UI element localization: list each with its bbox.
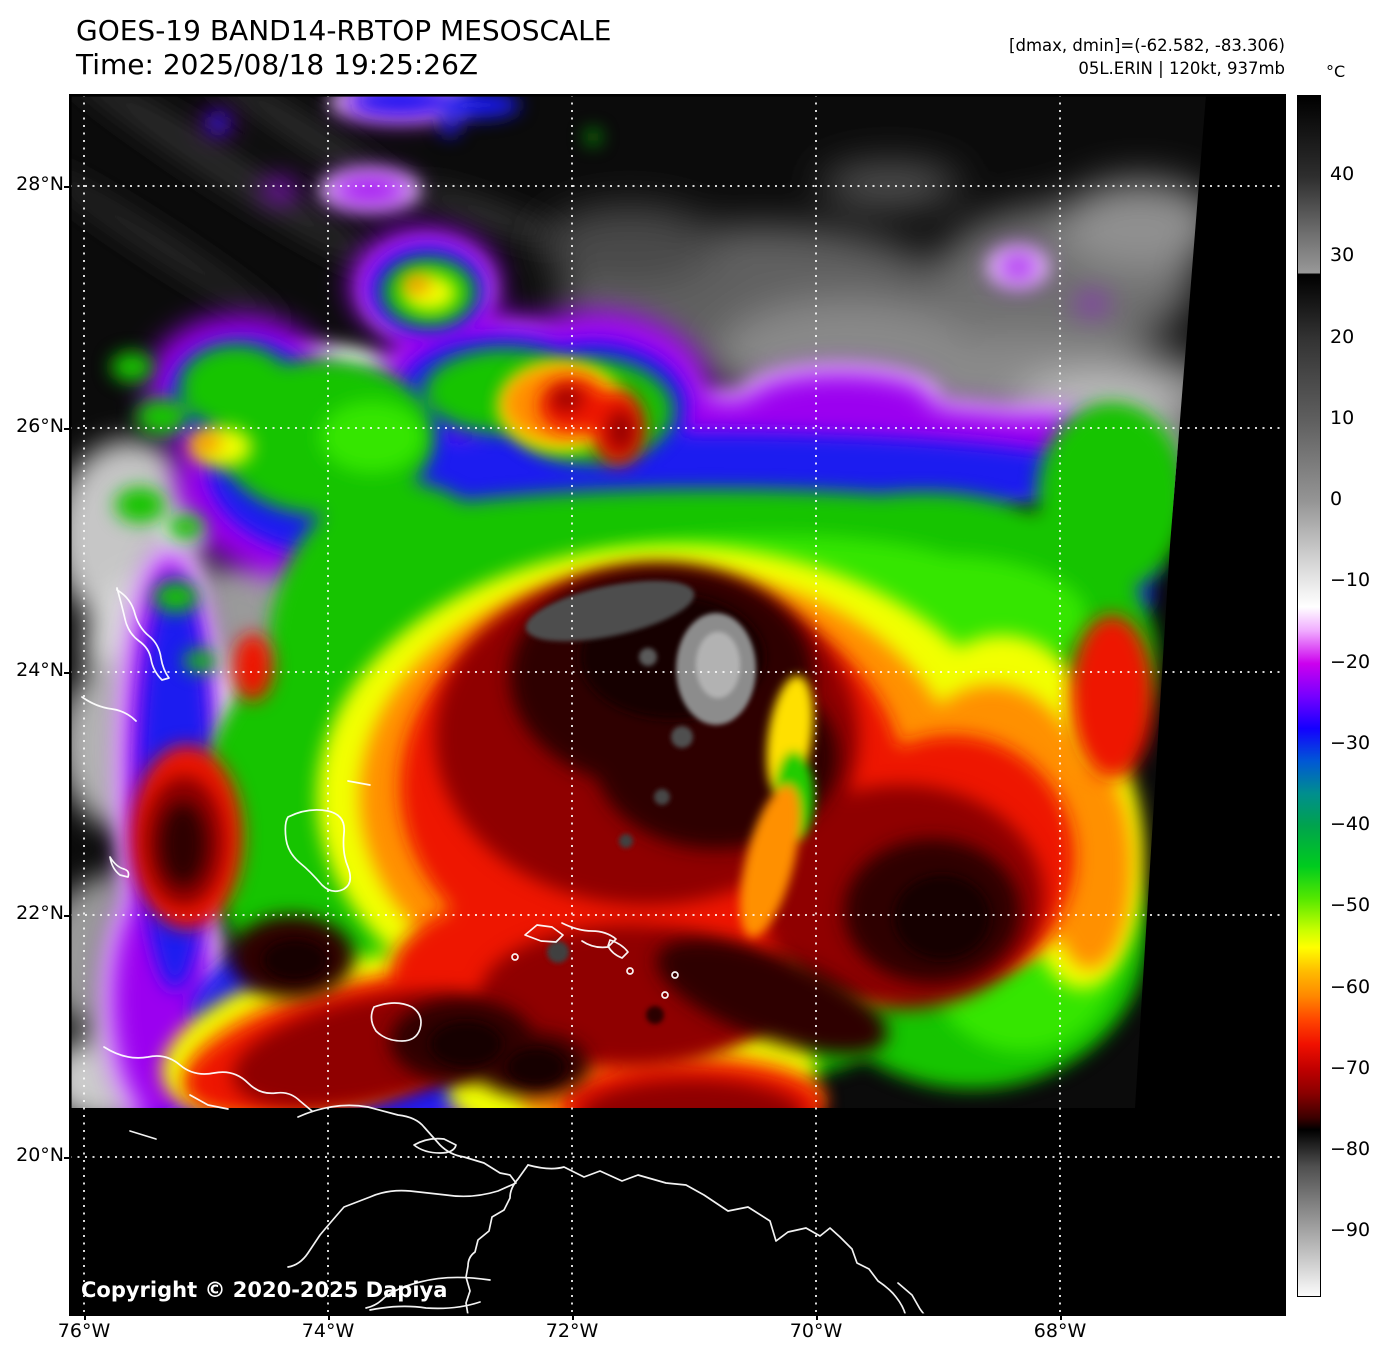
colorbar-tick: 10	[1330, 407, 1355, 429]
lon-label-72w: 72°W	[545, 1320, 599, 1342]
x-tick	[1060, 1315, 1062, 1320]
lon-label-76w: 76°W	[57, 1320, 111, 1342]
colorbar-tick: −70	[1330, 1057, 1371, 1079]
lon-label-68w: 68°W	[1033, 1320, 1087, 1342]
colorbar-tick: −50	[1330, 894, 1371, 916]
satellite-map: Copyright © 2020-2025 Dapiya	[69, 94, 1286, 1316]
lon-label-70w: 70°W	[789, 1320, 843, 1342]
page-title: GOES-19 BAND14-RBTOP MESOSCALE	[76, 14, 612, 47]
y-tick	[64, 186, 69, 188]
y-tick	[64, 915, 69, 917]
storm-id-intensity: 05L.ERIN | 120kt, 937mb	[1078, 59, 1285, 78]
colorbar-tick: −60	[1330, 976, 1371, 998]
y-tick	[64, 672, 69, 674]
colorbar-unit: °C	[1326, 62, 1346, 81]
x-tick	[328, 1315, 330, 1320]
colorbar-tick: 20	[1330, 326, 1355, 348]
colorbar-tick: −30	[1330, 732, 1371, 754]
colorbar-tick: −20	[1330, 651, 1371, 673]
storm-info-block: [dmax, dmin]=(-62.582, -83.306) 05L.ERIN…	[1009, 34, 1285, 80]
lat-label-22n: 22°N	[16, 902, 64, 924]
satellite-image	[70, 95, 1285, 1315]
lat-label-24n: 24°N	[16, 659, 64, 681]
colorbar-tick: 30	[1330, 244, 1355, 266]
colorbar-tick: 40	[1330, 163, 1355, 185]
lat-label-28n: 28°N	[16, 173, 64, 195]
y-tick	[64, 428, 69, 430]
colorbar-tick: −90	[1330, 1219, 1371, 1241]
lat-label-26n: 26°N	[16, 415, 64, 437]
copyright-text: Copyright © 2020-2025 Dapiya	[81, 1278, 448, 1302]
lat-label-20n: 20°N	[16, 1144, 64, 1166]
timestamp: Time: 2025/08/18 19:25:26Z	[76, 48, 479, 81]
colorbar-tick: −40	[1330, 813, 1371, 835]
y-tick	[64, 1157, 69, 1159]
colorbar-tick: −10	[1330, 569, 1371, 591]
dmax-dmin-readout: [dmax, dmin]=(-62.582, -83.306)	[1009, 36, 1285, 55]
colorbar-gradient	[1297, 95, 1321, 1297]
x-tick	[816, 1315, 818, 1320]
colorbar-tick: −80	[1330, 1138, 1371, 1160]
x-tick	[84, 1315, 86, 1320]
coastlines	[81, 587, 926, 1315]
gridlines	[70, 95, 1285, 1315]
title-block: GOES-19 BAND14-RBTOP MESOSCALE Time: 202…	[76, 14, 611, 82]
x-tick	[572, 1315, 574, 1320]
lon-label-74w: 74°W	[301, 1320, 355, 1342]
colorbar-tick: 0	[1330, 488, 1343, 510]
